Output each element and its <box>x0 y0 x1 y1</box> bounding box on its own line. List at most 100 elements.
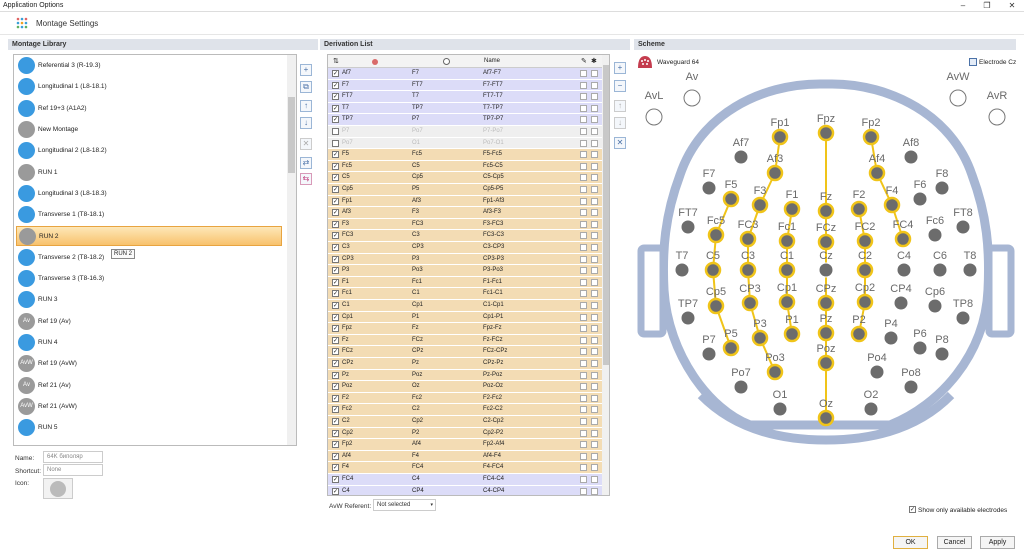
row-color-cell[interactable] <box>580 174 587 182</box>
table-row[interactable]: ✓ CPz Pz CPz-Pz <box>328 358 604 370</box>
row-color-cell[interactable] <box>580 104 587 112</box>
row-settings-cell[interactable] <box>591 128 598 135</box>
close-icon[interactable]: ✕ <box>1008 1 1016 10</box>
show-only-checkbox[interactable]: ✓ <box>909 506 916 513</box>
table-row[interactable]: ✓ F5 Fc5 F5-Fc5 <box>328 149 604 161</box>
electrode[interactable] <box>817 324 835 342</box>
library-scroll-thumb[interactable] <box>288 97 295 173</box>
electrode[interactable] <box>856 232 874 250</box>
row-checkbox[interactable]: ✓ <box>332 162 339 170</box>
library-item[interactable]: RUN 1 <box>16 163 282 183</box>
library-item[interactable]: RUN 3 <box>16 290 282 310</box>
row-color-cell[interactable] <box>580 128 587 135</box>
row-color-cell[interactable] <box>580 220 587 228</box>
row-color-cell[interactable] <box>580 360 587 367</box>
library-item[interactable]: Transverse 3 (T8-16.3) <box>16 269 282 289</box>
electrode[interactable] <box>817 233 835 251</box>
derivation-scroll-thumb[interactable] <box>603 65 609 365</box>
row-checkbox[interactable]: ✓ <box>332 278 339 286</box>
icon-picker[interactable] <box>43 478 73 499</box>
row-checkbox[interactable]: ✓ <box>332 151 339 159</box>
electrode[interactable] <box>862 128 880 146</box>
row-settings-cell[interactable] <box>591 336 598 344</box>
library-item[interactable]: RUN 4 <box>16 333 282 353</box>
library-item[interactable]: RUN 2 <box>16 226 282 247</box>
table-row[interactable]: ✓ Af4 F4 Af4-F4 <box>328 450 604 463</box>
table-row[interactable]: ✓ FT7 T7 FT7-T7 <box>328 91 604 103</box>
ref-electrode[interactable] <box>683 89 701 107</box>
row-settings-cell[interactable] <box>591 139 598 147</box>
table-row[interactable]: ✓ F3 FC3 F3-FC3 <box>328 218 604 231</box>
electrode[interactable] <box>680 219 696 235</box>
library-item[interactable]: Transverse 2 (T8-18.2) <box>16 248 282 268</box>
derivation-table[interactable]: ⇅ Name ✎ ✱ ✓ Af7 F7 Af7-F7 ✓ F7 FT7 F7-FT7 ✓ FT7 T… <box>327 54 610 496</box>
electrode[interactable] <box>741 294 759 312</box>
electrode-toggle-icon[interactable] <box>969 58 977 66</box>
copy-montage-button[interactable]: ⧉ <box>300 81 312 93</box>
table-row[interactable]: ✓ F1 Fc1 F1-Fc1 <box>328 276 604 289</box>
electrode[interactable] <box>934 180 950 196</box>
electrode[interactable] <box>955 310 971 326</box>
minimize-icon[interactable]: – <box>960 1 966 10</box>
electrode[interactable] <box>894 230 912 248</box>
ref-electrode[interactable] <box>645 108 663 126</box>
row-color-cell[interactable] <box>580 81 587 89</box>
row-checkbox[interactable]: ✓ <box>332 313 339 321</box>
electrode[interactable] <box>701 180 717 196</box>
electrode[interactable] <box>869 364 885 380</box>
row-settings-cell[interactable] <box>591 394 598 402</box>
electrode[interactable] <box>783 200 801 218</box>
electrode[interactable] <box>818 262 834 278</box>
row-color-cell[interactable] <box>580 371 587 379</box>
library-item[interactable]: Longitudinal 1 (L8-18.1) <box>16 77 282 97</box>
row-color-cell[interactable] <box>580 93 587 101</box>
shortcut-field[interactable]: None <box>43 464 103 476</box>
table-row[interactable]: ✓ F7 FT7 F7-FT7 <box>328 79 604 92</box>
electrode[interactable] <box>739 261 757 279</box>
row-checkbox[interactable]: ✓ <box>332 290 339 298</box>
row-checkbox[interactable]: ✓ <box>332 452 339 460</box>
electrode[interactable] <box>783 325 801 343</box>
table-row[interactable]: ✓ FCz CPz FCz-CPz <box>328 346 604 358</box>
row-settings-cell[interactable] <box>591 232 598 240</box>
column-name-header[interactable]: Name <box>484 58 501 64</box>
electrode[interactable] <box>817 294 835 312</box>
row-checkbox[interactable]: ✓ <box>332 464 339 472</box>
electrode[interactable] <box>896 262 912 278</box>
row-color-cell[interactable] <box>580 406 587 414</box>
sort-icon[interactable]: ⇅ <box>333 58 339 65</box>
table-row[interactable]: ✓ Fc1 C1 Fc1-C1 <box>328 288 604 300</box>
row-checkbox[interactable]: ✓ <box>332 429 339 437</box>
row-settings-cell[interactable] <box>591 93 598 101</box>
row-checkbox[interactable]: ✓ <box>332 267 339 275</box>
electrode[interactable] <box>863 401 879 417</box>
row-settings-cell[interactable] <box>591 151 598 159</box>
electrode[interactable] <box>778 261 796 279</box>
table-row[interactable]: ✓ Fz FCz Fz-FCz <box>328 334 604 347</box>
electrode[interactable] <box>771 128 789 146</box>
electrode[interactable] <box>722 190 740 208</box>
table-row[interactable]: ✓ Fc5 C5 Fc5-C5 <box>328 160 604 173</box>
derivation-scrollbar[interactable] <box>602 55 609 495</box>
row-checkbox[interactable]: ✓ <box>332 220 339 228</box>
row-settings-cell[interactable] <box>591 348 598 356</box>
electrode[interactable] <box>850 325 868 343</box>
cancel-button[interactable]: Cancel <box>937 536 972 549</box>
table-row[interactable]: ✓ C5 Cp5 C5-Cp5 <box>328 172 604 184</box>
electrode[interactable] <box>707 226 725 244</box>
electrode[interactable] <box>934 346 950 362</box>
table-row[interactable]: ✓ Af7 F7 Af7-F7 <box>328 68 604 80</box>
electrode[interactable] <box>817 409 835 427</box>
electrode[interactable] <box>680 310 696 326</box>
row-checkbox[interactable]: ✓ <box>332 394 339 402</box>
library-item[interactable]: Longitudinal 2 (L8-18.2) <box>16 141 282 161</box>
remove-derivation-button[interactable]: − <box>614 80 626 92</box>
row-settings-cell[interactable] <box>591 104 598 112</box>
row-settings-cell[interactable] <box>591 81 598 89</box>
derivation-down-button[interactable]: ↓ <box>614 117 626 129</box>
row-color-cell[interactable] <box>580 487 587 495</box>
row-settings-cell[interactable] <box>591 406 598 414</box>
add-montage-button[interactable]: + <box>300 64 312 76</box>
name-field[interactable]: 64K биполяр <box>43 451 103 463</box>
row-settings-cell[interactable] <box>591 174 598 182</box>
